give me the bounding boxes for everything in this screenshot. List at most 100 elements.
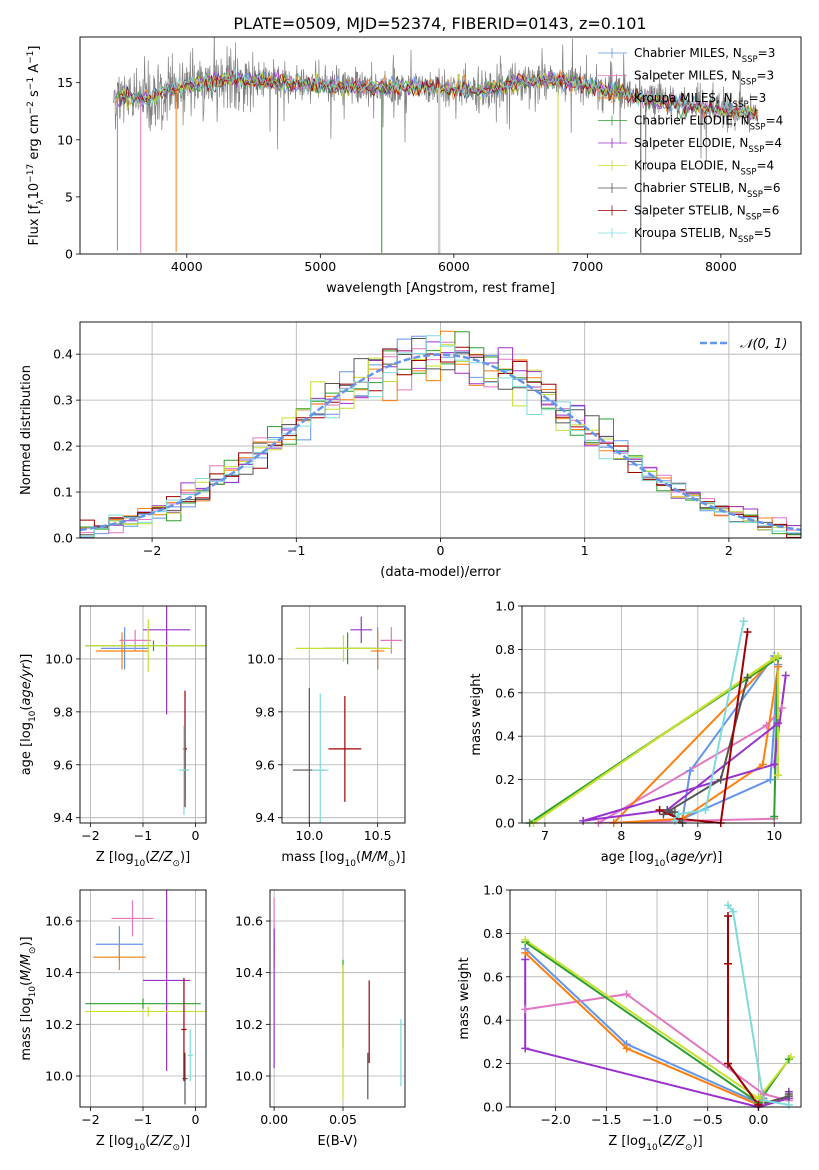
- y-tick-label: 10.6: [235, 914, 263, 929]
- label-part: Flux [f: [27, 204, 42, 245]
- label-part: (: [145, 1134, 150, 1149]
- weight-line-5: [532, 654, 780, 823]
- weight-line-7: [659, 631, 749, 823]
- weight-marker-2: [622, 1044, 631, 1053]
- model-spectrum-7: [119, 70, 758, 121]
- label-part: 10: [27, 183, 42, 200]
- figure-title: PLATE=0509, MJD=52374, FIBERID=0143, z=0…: [233, 14, 646, 33]
- y-tick-label: 9.4: [255, 810, 275, 825]
- y-tick-label: 0.8: [483, 926, 503, 941]
- label-part: )]: [19, 654, 34, 664]
- legend-label-text: Salpeter STELIB, N: [634, 204, 746, 218]
- label-part: ]: [27, 46, 42, 51]
- y-tick-label: 0: [65, 247, 73, 262]
- label-part: −17: [26, 164, 36, 183]
- x-axis-label: wavelength [Angstrom, rest frame]: [326, 281, 555, 296]
- plot-area: [113, 37, 759, 254]
- legend-label-text: Salpeter MILES, N: [634, 69, 741, 83]
- legend-label-text: Kroupa MILES, N: [634, 91, 733, 105]
- y-tick-label: 9.8: [255, 704, 275, 719]
- x-tick-label: −2: [143, 543, 161, 558]
- y-tick-label: 10.4: [235, 965, 263, 980]
- x-tick-label: −1: [134, 828, 152, 843]
- x-axis-label: Z [log10(Z/Z⊙)]: [608, 1134, 702, 1153]
- label-part: M/M: [361, 850, 388, 865]
- x-tick-label: 7: [541, 828, 549, 843]
- weight-marker-8: [729, 907, 738, 916]
- x-tick-label: 0.05: [329, 1112, 357, 1127]
- label-part: ⊙: [172, 859, 180, 869]
- x-tick-label: 2: [725, 543, 733, 558]
- label-part: )]: [180, 1134, 190, 1149]
- weight-marker-4: [774, 719, 783, 728]
- x-tick-label: 10.0: [295, 828, 323, 843]
- x-tick-label: −2: [81, 828, 99, 843]
- label-part: age [log: [601, 850, 654, 865]
- x-axis-label: mass [log10(M/M⊙)]: [281, 850, 405, 869]
- x-tick-label: 0: [192, 828, 200, 843]
- label-part: λ: [36, 199, 46, 205]
- model-spectrum-8: [120, 67, 759, 120]
- y-tick-label: 9.4: [53, 810, 73, 825]
- label-part: −1: [26, 51, 36, 64]
- legend-label-3: Chabrier ELODIE, NSSP=4: [634, 114, 783, 133]
- label-part: )]: [693, 1134, 703, 1149]
- label-part: ⊙: [685, 1143, 693, 1153]
- weight-line-7: [727, 916, 760, 1106]
- legend-label-4: Salpeter ELODIE, NSSP=4: [634, 136, 782, 155]
- label-part: A: [27, 64, 42, 77]
- legend-label-sub: SSP: [738, 235, 754, 245]
- x-tick-label: −2: [81, 1112, 99, 1127]
- weight-marker-6: [659, 810, 668, 819]
- weight-marker-5: [521, 935, 530, 944]
- y-axis-label: age [log10(age/yr)]: [19, 654, 38, 776]
- axes-frame: [79, 36, 802, 255]
- legend-label-sub: SSP: [746, 213, 762, 223]
- weight-marker-4: [770, 760, 779, 769]
- legend-label-sub: SSP: [741, 168, 757, 178]
- y-tick-label: 0.4: [495, 729, 515, 744]
- label-part: Z/Z: [149, 850, 173, 865]
- label-part: M/M: [19, 954, 34, 981]
- label-part: Z [log: [96, 850, 134, 865]
- weight-marker-0: [686, 766, 695, 775]
- x-tick-label: 6000: [438, 259, 470, 274]
- weight-marker-5: [774, 771, 783, 780]
- chart-mass-vs-ebv: 0.00 0.05 10.0 10.2 10.4 10.6 E(B-V): [235, 889, 406, 1149]
- plot-area: [80, 330, 801, 538]
- label-part: )]: [395, 850, 405, 865]
- y-tick-label: 0.4: [483, 1013, 503, 1028]
- y-axis-label: mass weight: [457, 957, 472, 1039]
- weight-marker-8: [784, 1100, 793, 1109]
- x-tick-label: 9: [694, 828, 702, 843]
- y-tick-label: 10.6: [45, 914, 73, 929]
- weight-marker-8: [674, 810, 683, 819]
- label-part: age [log: [19, 722, 34, 775]
- weight-marker-4: [521, 955, 530, 964]
- label-part: Z [log: [608, 1134, 646, 1149]
- y-tick-label: 0.6: [495, 685, 515, 700]
- x-tick-label: −1.0: [642, 1112, 672, 1127]
- weight-marker-7: [655, 805, 664, 814]
- y-tick-label: 0.2: [53, 439, 73, 454]
- model-spectrum-6: [118, 72, 759, 119]
- label-part: (: [145, 850, 150, 865]
- legend-label-0: Chabrier MILES, NSSP=3: [634, 46, 775, 65]
- y-tick-label: 1.0: [483, 883, 503, 898]
- legend-label-text: Salpeter ELODIE, N: [634, 136, 748, 150]
- plot-area: [529, 621, 787, 823]
- x-axis-label: age [log10(age/yr)]: [601, 850, 723, 869]
- chart-weight-vs-Z: −2.0 −1.5 −1.0 −0.5 0.0 0.0 0.2 0.4 0.6 0.8 1.0 Z […: [457, 883, 802, 1153]
- label-part: 10: [654, 859, 666, 869]
- label-part: mass [log: [281, 850, 344, 865]
- legend-label-text: Chabrier ELODIE, N: [634, 114, 750, 128]
- y-axis-label: Normed distribution: [19, 365, 34, 495]
- y-tick-label: 0.1: [53, 485, 73, 500]
- y-tick-label: 0.0: [495, 816, 515, 831]
- label-part: age/yr: [19, 662, 34, 705]
- x-tick-label: −1.5: [591, 1112, 621, 1127]
- label-part: 10: [28, 710, 38, 722]
- legend-label-tail: =5: [754, 226, 772, 240]
- weight-marker-8: [723, 901, 732, 910]
- x-tick-label: 0.0: [748, 1112, 768, 1127]
